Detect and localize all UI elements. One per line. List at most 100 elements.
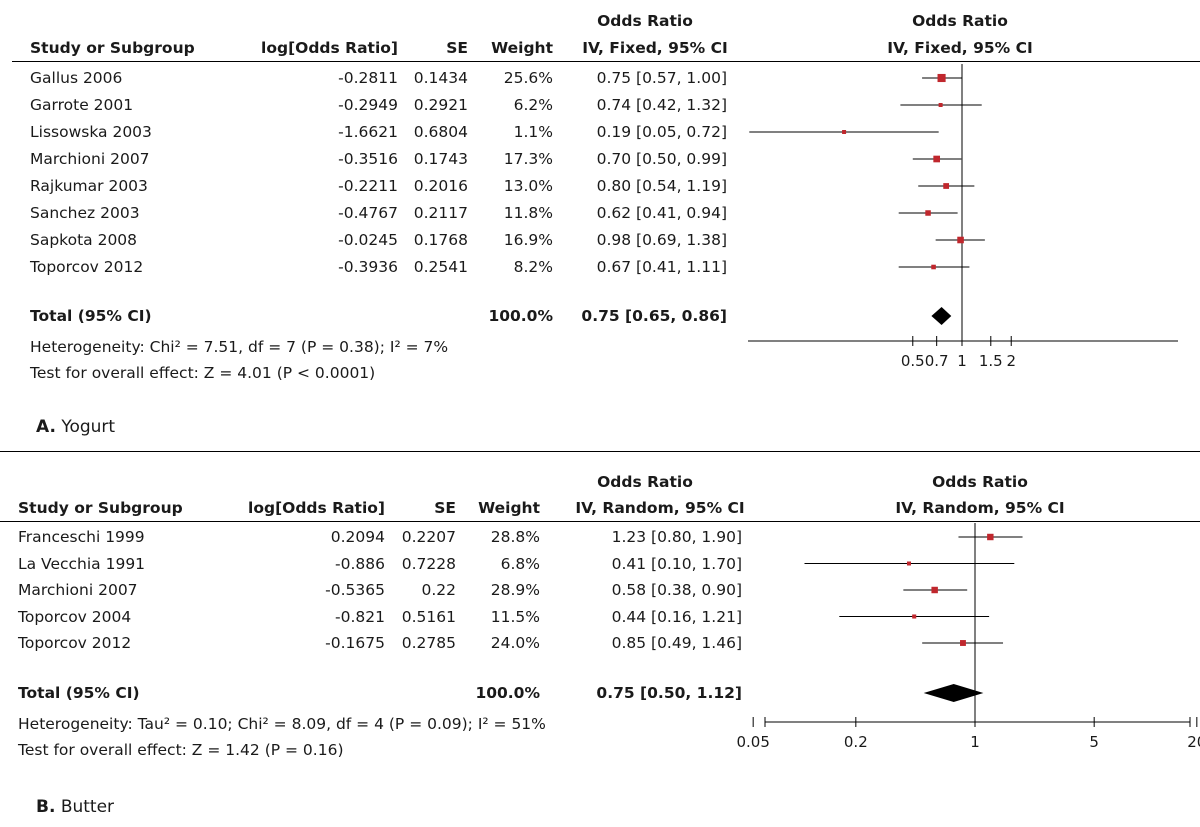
study-name: Gallus 2006 <box>30 69 123 87</box>
total-weight: 100.0% <box>475 684 540 702</box>
panel-label-name: Yogurt <box>61 417 116 437</box>
log-odds-ratio: -0.0245 <box>338 231 398 249</box>
overall-effect-text: Test for overall effect: Z = 4.01 (P < 0… <box>30 364 376 382</box>
study-name: Sapkota 2008 <box>30 231 138 249</box>
odds-ratio-ci: 0.41 [0.10, 1.70] <box>611 554 742 573</box>
study-point <box>931 586 938 594</box>
study-weight: 11.5% <box>490 607 540 626</box>
odds-ratio-ci: 0.70 [0.50, 0.99] <box>596 150 727 168</box>
odds-ratio-ci: 0.98 [0.69, 1.38] <box>596 231 727 249</box>
or-group-header: Odds Ratio <box>597 12 693 30</box>
study-point <box>912 614 917 619</box>
study-point <box>943 183 950 189</box>
panel-label: A. Yogurt <box>36 418 115 436</box>
log-or-column-header: log[Odds Ratio] <box>261 39 398 57</box>
study-column-header: Study or Subgroup <box>30 39 195 57</box>
study-weight: 17.3% <box>503 150 553 168</box>
study-weight: 11.8% <box>503 204 553 222</box>
se-column-header: SE <box>446 39 468 57</box>
standard-error: 0.2921 <box>413 96 468 114</box>
total-label: Total (95% CI) <box>30 307 152 325</box>
log-odds-ratio: -0.3936 <box>338 258 398 276</box>
study-name: Marchioni 2007 <box>30 150 150 168</box>
log-odds-ratio: -0.1675 <box>325 634 385 652</box>
study-column-header: Study or Subgroup <box>18 499 183 517</box>
standard-error: 0.2016 <box>413 177 468 195</box>
study-point <box>933 155 941 163</box>
study-weight: 13.0% <box>503 177 553 195</box>
standard-error: 0.2541 <box>413 258 468 276</box>
header-divider <box>12 61 1200 62</box>
study-point <box>957 236 964 244</box>
odds-ratio-ci: 0.74 [0.42, 1.32] <box>596 96 727 114</box>
log-odds-ratio: -0.4767 <box>338 204 398 222</box>
study-name: Rajkumar 2003 <box>30 177 148 195</box>
pooled-diamond <box>923 684 984 702</box>
plot-method-header: IV, Random, 95% CI <box>895 499 1065 517</box>
x-tick-label: 1.5 <box>979 352 1003 370</box>
study-weight: 28.9% <box>490 581 540 599</box>
x-tick-label: 5 <box>1089 733 1099 751</box>
panel-separator <box>0 451 1200 452</box>
odds-ratio-ci: 0.62 [0.41, 0.94] <box>596 204 727 222</box>
standard-error: 0.1768 <box>413 231 468 249</box>
study-weight: 16.9% <box>503 231 553 249</box>
standard-error: 0.2785 <box>401 634 456 652</box>
x-tick-label: 0.2 <box>844 733 868 751</box>
log-odds-ratio: -0.2211 <box>338 177 398 195</box>
x-tick-label: 1 <box>970 733 980 751</box>
study-name: Marchioni 2007 <box>18 581 138 599</box>
log-odds-ratio: -0.2811 <box>338 69 398 87</box>
log-odds-ratio: -1.6621 <box>338 123 398 141</box>
standard-error: 0.5161 <box>401 607 456 626</box>
heterogeneity-text: Heterogeneity: Chi² = 7.51, df = 7 (P = … <box>30 338 449 356</box>
weight-column-header: Weight <box>478 499 540 517</box>
log-odds-ratio: -0.821 <box>335 607 385 626</box>
standard-error: 0.7228 <box>401 554 456 573</box>
study-point <box>931 264 936 270</box>
study-weight: 24.0% <box>490 634 540 652</box>
panel-label: B. Butter <box>36 798 114 816</box>
study-name: Garrote 2001 <box>30 96 134 114</box>
total-weight: 100.0% <box>488 307 553 325</box>
study-name: La Vecchia 1991 <box>18 554 146 573</box>
overall-effect-text: Test for overall effect: Z = 1.42 (P = 0… <box>18 741 344 759</box>
odds-ratio-ci: 0.80 [0.54, 1.19] <box>596 177 727 195</box>
odds-ratio-ci: 0.67 [0.41, 1.11] <box>596 258 727 276</box>
total-ci: 0.75 [0.65, 0.86] <box>581 307 727 325</box>
study-point <box>960 640 966 646</box>
log-odds-ratio: -0.5365 <box>325 581 385 599</box>
study-name: Sanchez 2003 <box>30 204 140 222</box>
header-divider <box>0 521 1200 522</box>
standard-error: 0.6804 <box>413 123 468 141</box>
study-weight: 8.2% <box>513 258 553 276</box>
study-point <box>906 561 911 566</box>
standard-error: 0.1743 <box>413 150 468 168</box>
panel-label-letter: B. <box>36 797 56 817</box>
panel-label-name: Butter <box>60 797 115 817</box>
panel-label-letter: A. <box>36 417 56 437</box>
log-odds-ratio: 0.2094 <box>330 528 385 546</box>
x-tick-label: 2 <box>1006 352 1016 370</box>
odds-ratio-ci: 0.75 [0.57, 1.00] <box>596 69 727 87</box>
odds-ratio-ci: 0.44 [0.16, 1.21] <box>611 607 742 626</box>
x-tick-label: 0.7 <box>925 352 949 370</box>
plot-method-header: IV, Fixed, 95% CI <box>887 39 1033 57</box>
or-method-header: IV, Fixed, 95% CI <box>582 39 728 57</box>
study-weight: 6.2% <box>513 96 553 114</box>
study-weight: 1.1% <box>513 123 553 141</box>
log-odds-ratio: -0.886 <box>335 554 385 573</box>
study-point <box>925 210 931 216</box>
total-ci: 0.75 [0.50, 1.12] <box>596 684 742 702</box>
study-point <box>842 130 847 134</box>
standard-error: 0.1434 <box>413 69 468 87</box>
odds-ratio-ci: 0.85 [0.49, 1.46] <box>611 634 742 652</box>
study-name: Franceschi 1999 <box>18 528 145 546</box>
or-group-header: Odds Ratio <box>597 473 693 491</box>
heterogeneity-text: Heterogeneity: Tau² = 0.10; Chi² = 8.09,… <box>18 715 546 733</box>
total-label: Total (95% CI) <box>18 684 140 702</box>
study-name: Toporcov 2012 <box>30 258 144 276</box>
study-weight: 6.8% <box>500 554 540 573</box>
study-weight: 25.6% <box>503 69 553 87</box>
study-name: Toporcov 2004 <box>18 607 132 626</box>
